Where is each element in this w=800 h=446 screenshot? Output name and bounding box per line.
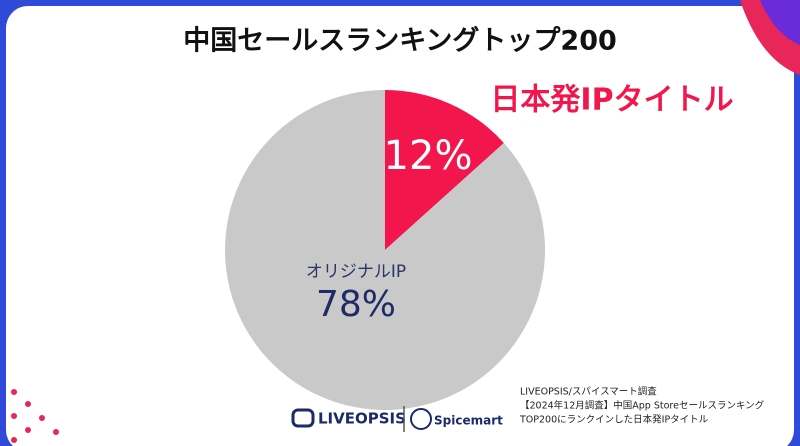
- slice-category-label: オリジナルIP: [306, 262, 406, 282]
- slice-category-label: 日本発IPタイトル: [490, 83, 733, 118]
- source-note: TOP200にランクインした日本発IPタイトル: [519, 414, 709, 426]
- logo-icon: [410, 408, 432, 430]
- slice-value-label: 12%: [384, 133, 473, 179]
- source-note: LIVEOPSIS/スパイスマート調査: [520, 386, 657, 398]
- dot-decoration: [11, 389, 59, 443]
- logo-icon: [291, 408, 315, 428]
- pie-slice: [224, 90, 545, 410]
- slice-value-label: 78%: [316, 284, 396, 325]
- source-note: 【2024年12月調査】中国App Storeセールスランキング: [520, 400, 765, 412]
- logo-text: LIVEOPSIS: [318, 410, 406, 428]
- corner-decoration: [760, 0, 800, 45]
- pie: [224, 90, 545, 410]
- logo-text: Spicemart: [434, 414, 503, 428]
- logo: LIVEOPSIS Spicemart: [291, 406, 503, 432]
- chart-title: 中国セールスランキングトップ200: [183, 25, 617, 57]
- pie-slice: [385, 90, 504, 250]
